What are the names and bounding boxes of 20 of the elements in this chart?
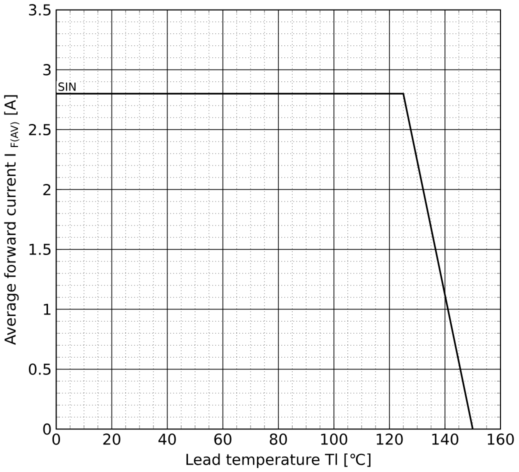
x-tick-label: 60 xyxy=(214,433,232,445)
x-tick-label: 100 xyxy=(321,433,348,445)
x-tick-label: 120 xyxy=(376,433,403,445)
y-tick-label: 1.5 xyxy=(30,244,50,255)
annotation: SIN xyxy=(58,82,76,91)
x-axis-title: Lead temperature Tl [℃] xyxy=(186,453,370,468)
x-tick-label: 40 xyxy=(158,433,176,445)
y-tick-label: 2.5 xyxy=(29,124,50,136)
y-tick-label: 0.5 xyxy=(28,363,50,375)
x-tick-label: 140 xyxy=(432,433,458,445)
x-tick-label: 80 xyxy=(270,433,287,445)
y-tick-label: 1 xyxy=(44,304,50,315)
y-tick-label: 2 xyxy=(43,184,50,196)
y-axis-title: Average forward current I $_{F(AV)}$ [A] xyxy=(4,95,20,345)
x-tick-label: 0 xyxy=(52,433,60,445)
x-tick-label: 160 xyxy=(488,433,514,445)
x-tick-label: 20 xyxy=(103,433,120,445)
y-tick-label: 3.5 xyxy=(29,4,50,16)
y-tick-label: 3 xyxy=(43,64,51,76)
y-tick-label: 0 xyxy=(43,423,51,435)
